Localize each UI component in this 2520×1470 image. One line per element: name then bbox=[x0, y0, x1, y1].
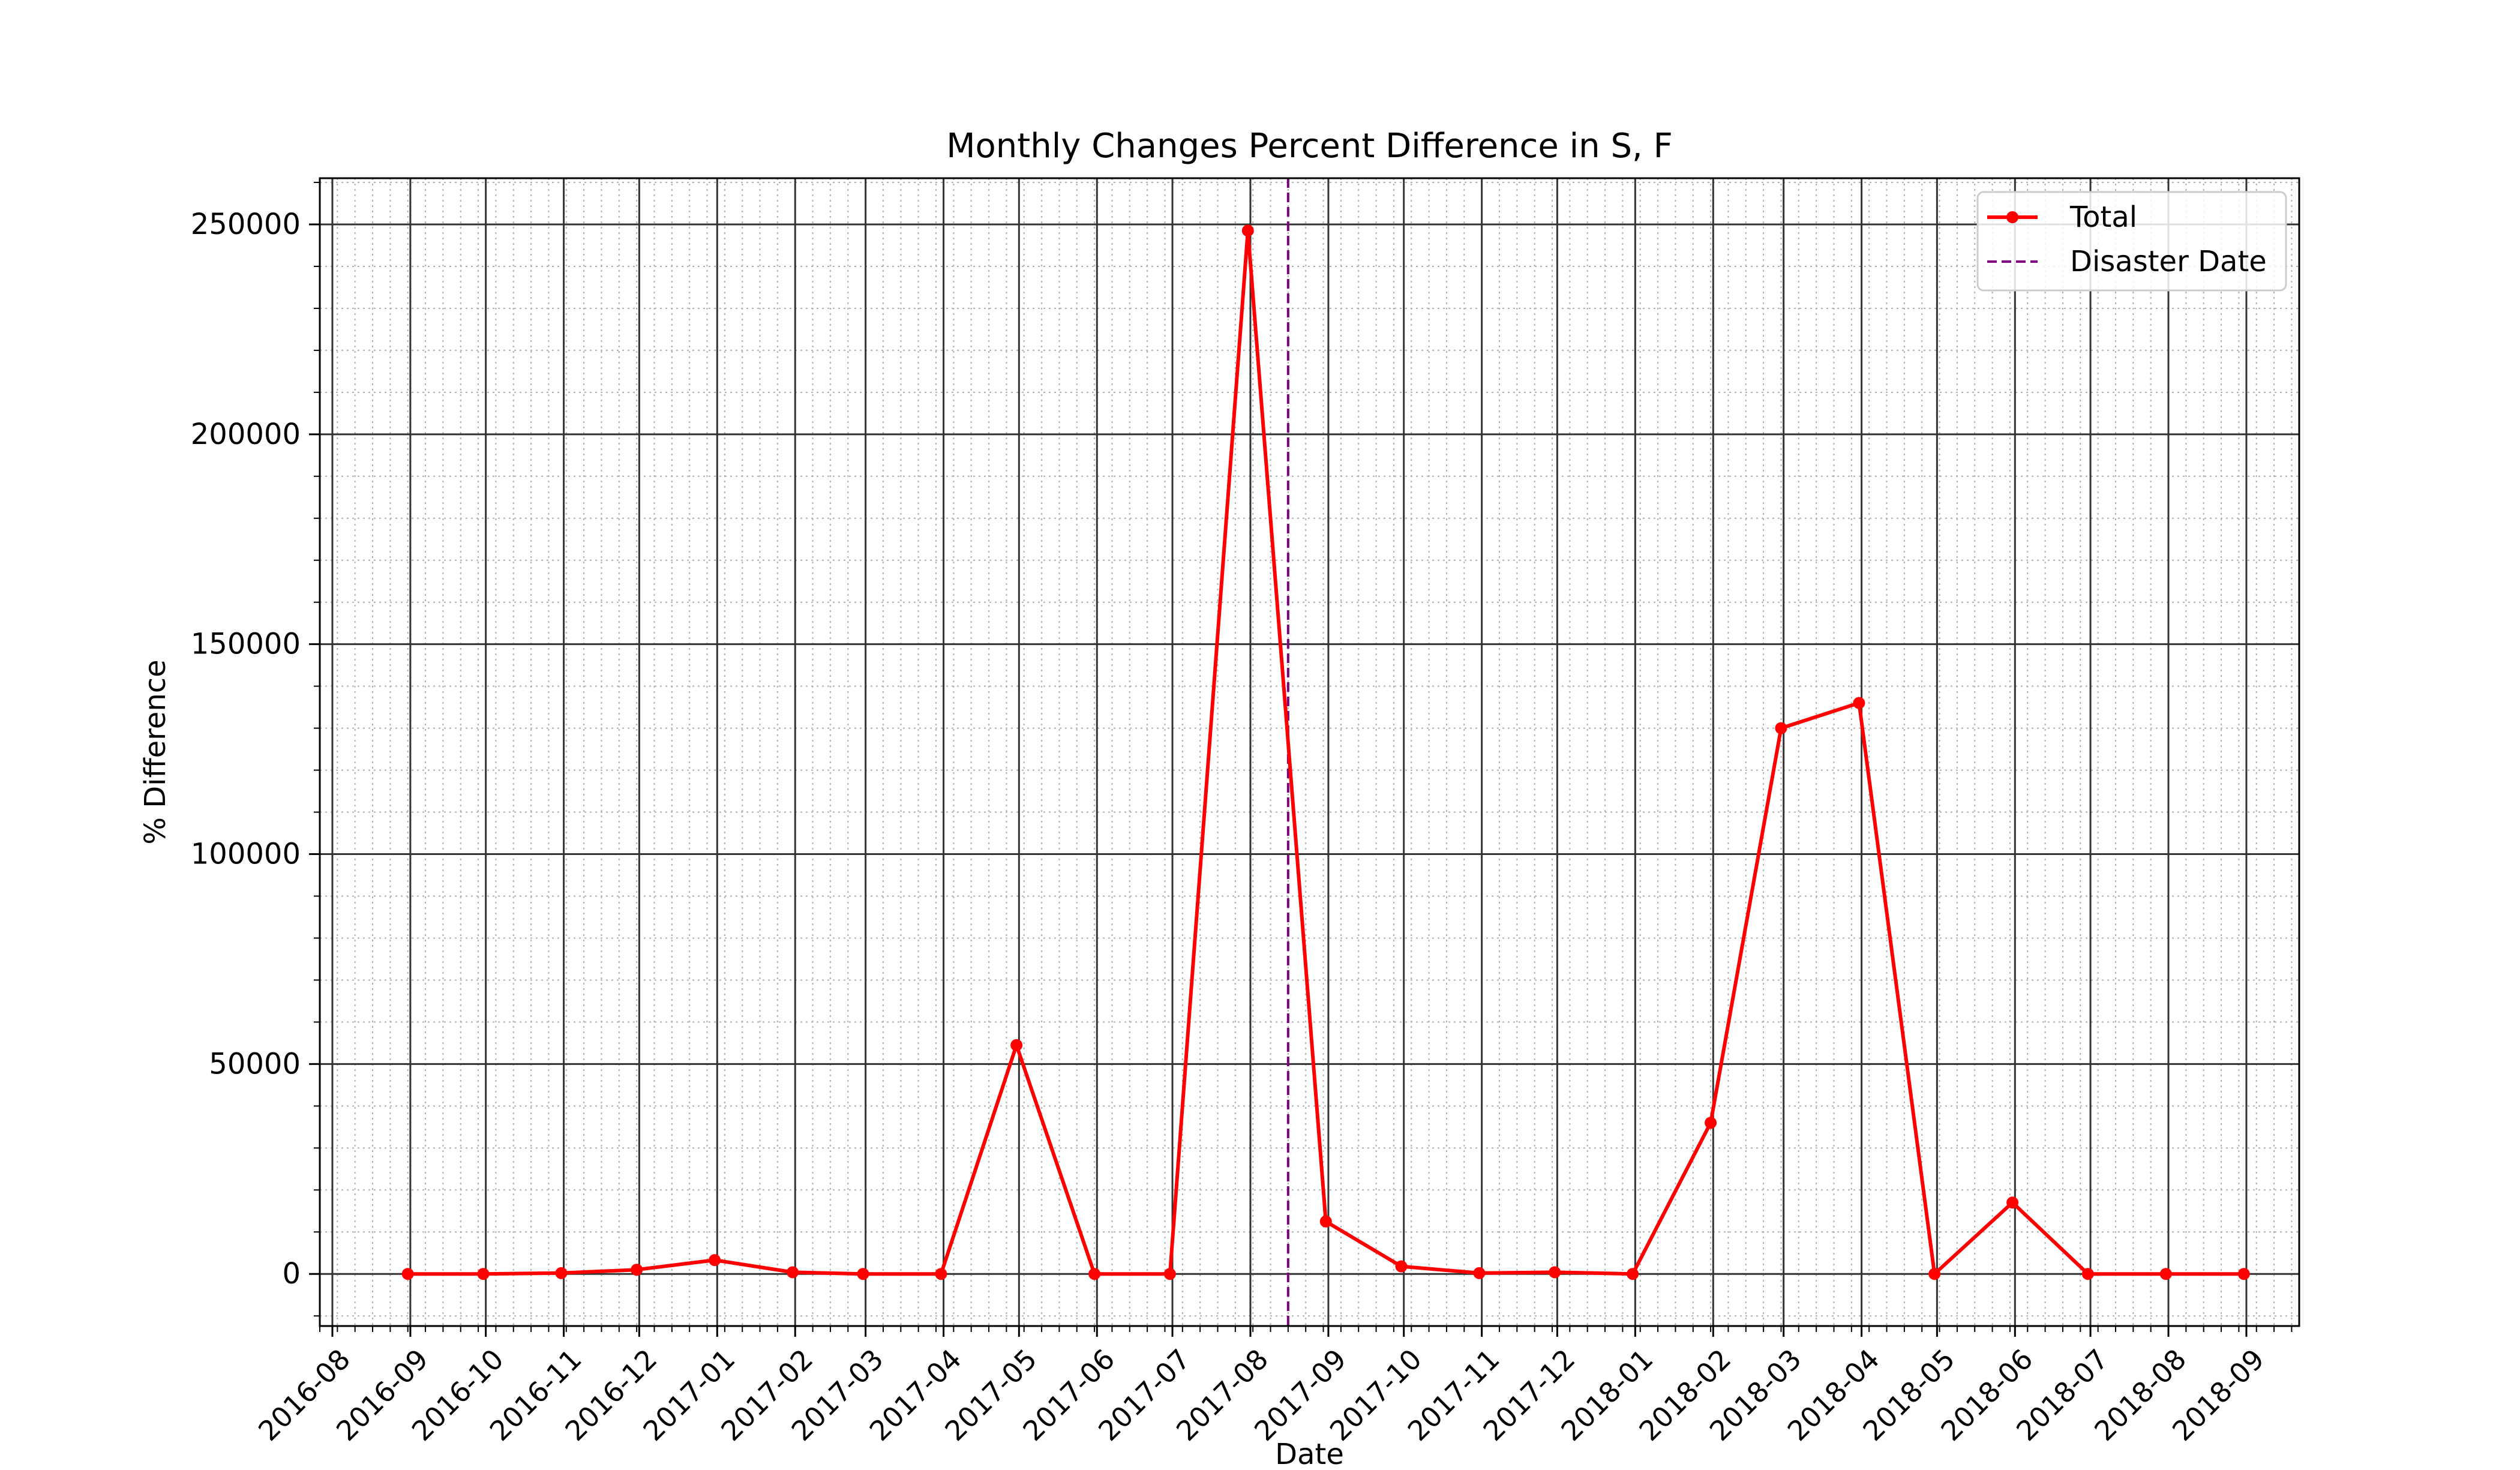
data-point bbox=[477, 1268, 490, 1280]
data-point bbox=[1163, 1268, 1176, 1280]
legend-marker-total bbox=[2006, 211, 2018, 223]
chart-title: Monthly Changes Percent Difference in S,… bbox=[946, 127, 1673, 166]
legend-box bbox=[1976, 191, 2287, 292]
data-point bbox=[1319, 1215, 1332, 1228]
data-point bbox=[1088, 1268, 1101, 1280]
data-point bbox=[2081, 1268, 2094, 1280]
data-point bbox=[1705, 1117, 1717, 1129]
series bbox=[401, 224, 2250, 1280]
data-point bbox=[709, 1254, 721, 1267]
y-tick-label: 100000 bbox=[191, 838, 301, 871]
y-tick-label: 0 bbox=[282, 1257, 301, 1291]
data-point bbox=[1853, 697, 1865, 709]
data-point bbox=[2159, 1268, 2172, 1280]
data-point bbox=[1627, 1268, 1639, 1280]
y-tick-label: 150000 bbox=[191, 628, 301, 661]
data-point bbox=[1241, 224, 1254, 237]
data-point bbox=[631, 1264, 643, 1276]
data-point bbox=[1010, 1039, 1023, 1051]
data-point bbox=[857, 1268, 869, 1280]
data-point bbox=[1775, 722, 1787, 734]
data-point bbox=[2237, 1268, 2250, 1280]
data-point bbox=[1549, 1266, 1561, 1279]
data-point bbox=[787, 1266, 799, 1279]
legend-label-total: Total bbox=[2069, 200, 2137, 234]
data-point bbox=[935, 1268, 947, 1280]
data-point bbox=[1473, 1267, 1486, 1279]
data-point bbox=[2006, 1196, 2019, 1209]
y-tick-label: 200000 bbox=[191, 418, 301, 451]
y-tick-label: 50000 bbox=[209, 1047, 301, 1081]
legend: Total Disaster Date bbox=[1976, 191, 2287, 292]
x-axis-label: Date bbox=[1275, 1438, 1344, 1470]
y-axis-label: % Difference bbox=[139, 659, 172, 844]
data-point bbox=[401, 1268, 414, 1280]
plot-frame bbox=[319, 177, 2300, 1327]
data-point bbox=[555, 1267, 568, 1279]
data-point bbox=[1928, 1268, 1941, 1280]
y-tick-label: 250000 bbox=[191, 208, 301, 241]
data-point bbox=[1395, 1260, 1408, 1273]
legend-label-disaster: Disaster Date bbox=[2070, 245, 2267, 278]
